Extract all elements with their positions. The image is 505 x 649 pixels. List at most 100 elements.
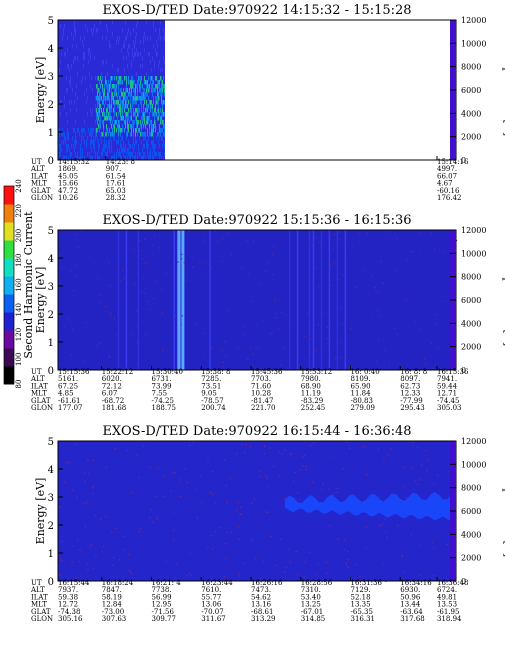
heatmap-cell xyxy=(66,76,67,81)
table-cell: 7738. xyxy=(152,586,172,594)
heatmap-speck xyxy=(412,250,414,253)
heatmap-cell xyxy=(127,120,128,125)
heatmap-cell xyxy=(102,112,103,117)
heatmap-speck xyxy=(86,501,88,503)
heatmap-speck xyxy=(225,557,227,559)
heatmap-speck xyxy=(73,290,75,292)
table-cell: 16:26:16 xyxy=(251,579,283,587)
heatmap-speck xyxy=(176,246,178,249)
heatmap-cell xyxy=(126,76,127,81)
heatmap-cell xyxy=(104,144,105,149)
heatmap-cell xyxy=(105,152,106,157)
heatmap-cell xyxy=(164,124,165,129)
heatmap-speck xyxy=(143,277,145,279)
heatmap-cell xyxy=(152,56,153,61)
heatmap-cell xyxy=(120,140,121,145)
heatmap-cell xyxy=(137,152,138,157)
table-cell: 16:34:16 xyxy=(400,579,432,587)
heatmap-cell xyxy=(75,120,76,125)
heatmap-cell xyxy=(152,140,153,145)
table-cell: -74.38 xyxy=(58,608,80,616)
heatmap-cell xyxy=(86,144,87,149)
heatmap-cell xyxy=(139,136,140,141)
heatmap-speck xyxy=(139,527,142,529)
heatmap-cell xyxy=(99,120,100,125)
heatmap-speck xyxy=(127,368,129,371)
heatmap-cell xyxy=(148,144,149,149)
heatmap-column xyxy=(61,52,62,153)
heatmap-cell xyxy=(119,104,120,109)
heatmap-cell xyxy=(153,140,154,145)
table-cell: 15.66 xyxy=(58,180,79,188)
heatmap-cell xyxy=(110,116,111,121)
heatmap-cell xyxy=(104,84,105,89)
heatmap-speck xyxy=(87,473,90,475)
heatmap-speck xyxy=(365,547,367,549)
heatmap-speck xyxy=(237,501,240,503)
heatmap-cell xyxy=(129,156,130,161)
heatmap-stripe xyxy=(181,230,185,370)
heatmap-speck xyxy=(288,321,290,323)
heatmap-cell xyxy=(107,104,108,109)
heatmap-cell xyxy=(91,132,92,137)
heatmap-speck xyxy=(361,446,364,448)
heatmap-speck xyxy=(446,543,449,546)
heatmap-speck xyxy=(145,333,147,335)
heatmap-speck xyxy=(259,578,261,580)
y-tick-label: 5 xyxy=(48,437,54,448)
heatmap-cell xyxy=(111,140,112,145)
heatmap-cell xyxy=(130,80,131,85)
heatmap-cell xyxy=(117,68,118,73)
table-cell: 59.44 xyxy=(437,382,458,390)
heatmap-cell xyxy=(136,116,137,121)
heatmap-speck xyxy=(381,523,384,525)
heatmap-cell xyxy=(75,56,76,61)
heatmap-cell xyxy=(148,96,149,101)
heatmap-cell xyxy=(164,36,165,41)
y2-tick-label: 10000 xyxy=(461,39,486,48)
table-cell: 181.68 xyxy=(102,404,127,412)
table-cell: -73.00 xyxy=(102,608,124,616)
heatmap-cell xyxy=(119,76,120,81)
heatmap-cell xyxy=(144,96,145,101)
heatmap-column xyxy=(97,28,98,161)
heatmap-speck xyxy=(152,297,155,300)
heatmap-speck xyxy=(265,475,267,477)
heatmap-cell xyxy=(108,132,109,137)
heatmap-cell xyxy=(139,84,140,89)
heatmap-speck xyxy=(131,491,134,494)
heatmap-cell xyxy=(155,152,156,157)
heatmap-speck xyxy=(418,233,420,235)
heatmap-cell xyxy=(154,148,155,153)
table-cell: -61.61 xyxy=(58,397,80,405)
heatmap-speck xyxy=(417,483,419,486)
heatmap-column xyxy=(63,28,64,161)
heatmap-cell xyxy=(86,140,87,145)
colorbar-swatch xyxy=(4,276,14,295)
table-cell: -70.07 xyxy=(201,608,223,616)
colorbar-swatch xyxy=(4,204,14,223)
row-label-glat: GLAT xyxy=(31,397,51,405)
heatmap-stripe xyxy=(296,230,299,370)
heatmap-speck xyxy=(103,545,105,547)
heatmap-cell xyxy=(82,152,83,157)
heatmap-cell xyxy=(128,116,129,121)
heatmap-cell xyxy=(103,60,104,65)
heatmap-cell xyxy=(125,88,126,93)
heatmap-cell xyxy=(128,108,129,113)
heatmap-cell xyxy=(162,136,163,141)
heatmap-cell xyxy=(66,156,67,161)
heatmap-cell xyxy=(164,128,165,133)
heatmap-cell xyxy=(107,72,108,77)
heatmap-cell xyxy=(81,136,82,141)
heatmap-cell xyxy=(124,148,125,153)
heatmap-cell xyxy=(160,76,161,81)
table-cell: 73.99 xyxy=(152,382,172,390)
heatmap-cell xyxy=(128,140,129,145)
heatmap-speck xyxy=(252,240,254,243)
heatmap-cell xyxy=(137,92,138,97)
heatmap-cell xyxy=(123,92,124,97)
heatmap-column xyxy=(62,36,63,137)
table-cell: 59.38 xyxy=(58,593,78,601)
